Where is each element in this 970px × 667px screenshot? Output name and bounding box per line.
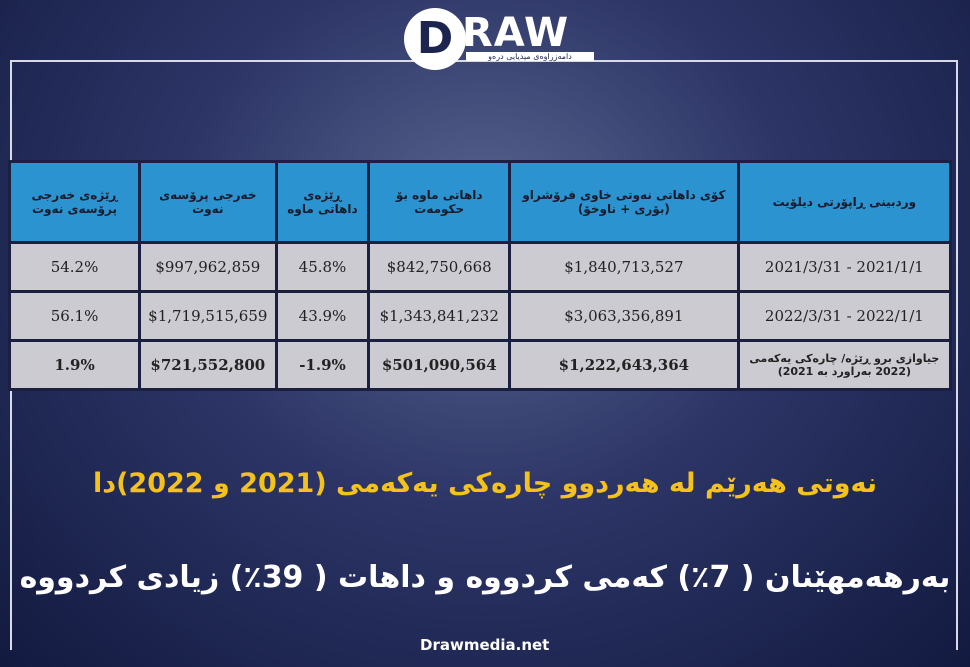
cell-text: -1.9% [299,356,346,374]
cell-text: $1,343,841,232 [379,307,499,325]
table-cell: -1.9% [277,342,368,388]
footer: Drawmedia.net [420,636,550,654]
header-cell: داهاتی ماوە بۆ حکومەت [370,163,509,241]
table-cell: 1.9% [11,342,139,388]
table-cell: $1,343,841,232 [370,293,509,339]
cell-text: $721,552,800 [150,356,266,374]
cell-text: 54.2% [50,258,99,276]
cell-text: $501,090,564 [381,356,497,374]
table-row: 2021/3/31 - 2021/1/1 $1,840,713,527 $842,7… [11,244,949,290]
logo-tagline: دامەزراوەی میدیایی درەو [466,52,594,61]
table-cell: 56.1% [11,293,139,339]
table-cell: 2021/3/31 - 2021/1/1 [739,244,949,290]
table-cell: 54.2% [11,244,139,290]
table-cell: $3,063,356,891 [511,293,737,339]
header-cell: خەرجی پرۆسەی نەوت [141,163,275,241]
table-cell: $721,552,800 [141,342,275,388]
header-cell: کۆی داهاتی نەوتی خاوی فرۆشراو (بۆری + نا… [511,163,737,241]
logo-letter: D [404,8,466,70]
cell-text: $1,222,643,364 [558,356,690,374]
cell-text: 1.9% [54,356,95,374]
table-cell: $842,750,668 [370,244,509,290]
table-cell: 2022/3/31 - 2022/1/1 [739,293,949,339]
table-cell: $1,719,515,659 [141,293,275,339]
cell-text: 2022/3/31 - 2022/1/1 [764,307,924,325]
subheadline: بەرهەمهێنان ( 7٪) کەمی کردووە و داهات ( … [19,560,951,595]
table-cell: جیاوازی برو ڕێژە/ چارەکی یەکەمی (2022 بە… [739,342,949,388]
table-cell: $1,222,643,364 [511,342,737,388]
header-cell: ڕێژەی خەرجی پرۆسەی نەوت [11,163,139,241]
table-cell: $501,090,564 [370,342,509,388]
header-cell: وردبینی ڕاپۆرتی دیلۆیت [739,163,949,241]
data-table: وردبینی ڕاپۆرتی دیلۆیت کۆی داهاتی نەوتی خ… [8,160,952,391]
cell-text: $1,840,713,527 [564,258,684,276]
cell-text: $1,719,515,659 [148,307,268,325]
header-cell: ڕێژەی داهاتی ماوە [277,163,368,241]
table-cell: $1,840,713,527 [511,244,737,290]
table-cell: 45.8% [277,244,368,290]
cell-text: $3,063,356,891 [564,307,684,325]
table-cell: 43.9% [277,293,368,339]
frame-line [10,60,956,62]
table-row: 2022/3/31 - 2022/1/1 $3,063,356,891 $1,343… [11,293,949,339]
cell-text: 43.9% [298,307,347,325]
cell-text: $842,750,668 [386,258,492,276]
logo-text: RAW [462,10,570,56]
table-cell: $997,962,859 [141,244,275,290]
cell-text: $997,962,859 [155,258,261,276]
cell-text: 2021/3/31 - 2021/1/1 [764,258,924,276]
header-row: وردبینی ڕاپۆرتی دیلۆیت کۆی داهاتی نەوتی خ… [11,163,949,241]
logo: D RAW دامەزراوەی میدیایی درەو [404,8,604,72]
frame-line [956,60,958,650]
cell-text: جیاوازی برو ڕێژە/ چارەکی یەکەمی (2022 بە… [749,352,940,378]
cell-text: 56.1% [50,307,99,325]
table-row: جیاوازی برو ڕێژە/ چارەکی یەکەمی (2022 بە… [11,342,949,388]
cell-text: 45.8% [298,258,347,276]
headline: نەوتی هەرێم لە هەردوو چارەکی یەکەمی (202… [92,468,878,499]
